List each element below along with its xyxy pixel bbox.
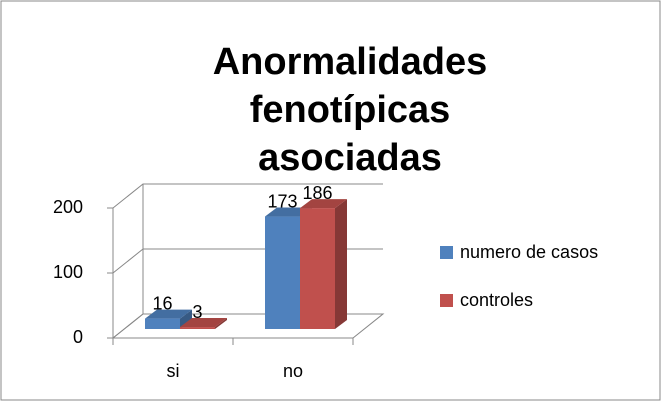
bar-top bbox=[180, 318, 227, 328]
bar-side bbox=[215, 318, 227, 329]
bar bbox=[265, 216, 300, 329]
legend-swatch bbox=[440, 246, 453, 259]
data-label: 16 bbox=[152, 293, 172, 313]
x-tick-label: si bbox=[167, 361, 180, 381]
y-tick-label: 0 bbox=[73, 327, 83, 347]
bar-side bbox=[180, 309, 192, 329]
bar-top bbox=[300, 199, 347, 209]
x-tick-label: no bbox=[283, 361, 303, 381]
chart-title: Anormalidades fenotípicas asociadas bbox=[212, 41, 488, 179]
data-label: 3 bbox=[192, 302, 202, 322]
y-tick-label: 100 bbox=[53, 262, 83, 282]
bar bbox=[300, 208, 335, 329]
bar-top bbox=[145, 309, 192, 319]
bar bbox=[145, 318, 180, 329]
data-label: 186 bbox=[302, 183, 332, 203]
legend-label: controles bbox=[460, 290, 533, 310]
bar-side bbox=[335, 199, 347, 329]
data-label: 173 bbox=[267, 191, 297, 211]
legend-swatch bbox=[440, 294, 453, 307]
grid-line bbox=[112, 183, 383, 209]
y-tick-label: 200 bbox=[53, 197, 83, 217]
legend-label: numero de casos bbox=[460, 242, 598, 262]
bar bbox=[180, 327, 215, 329]
